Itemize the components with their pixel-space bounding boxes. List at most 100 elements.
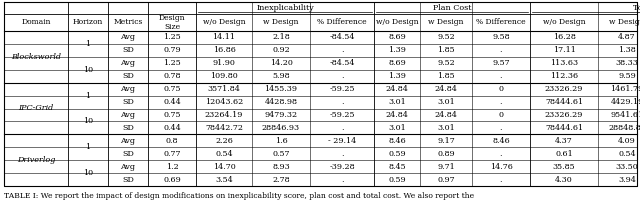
Text: 10: 10 [83,169,93,177]
Text: .: . [340,72,343,80]
Text: 1.25: 1.25 [163,59,181,67]
Text: 78444.61: 78444.61 [545,124,583,132]
Text: 16.86: 16.86 [212,46,236,54]
Text: SD: SD [122,150,134,158]
Text: 28846.93: 28846.93 [262,124,300,132]
Text: w Design: w Design [609,18,640,26]
Text: 14.20: 14.20 [269,59,292,67]
Text: 1: 1 [85,92,91,100]
Text: .: . [500,46,502,54]
Text: Avg: Avg [120,34,136,41]
Text: 0.75: 0.75 [163,85,180,93]
Text: .: . [340,46,343,54]
Text: 24.84: 24.84 [385,85,408,93]
Text: 1.38: 1.38 [618,46,636,54]
Text: % Difference: % Difference [476,18,526,26]
Text: 1.85: 1.85 [437,46,455,54]
Text: - 29.14: - 29.14 [328,137,356,145]
Text: 0.54: 0.54 [618,150,636,158]
Text: 3.01: 3.01 [437,98,455,106]
Text: 3571.84: 3571.84 [207,85,241,93]
Text: 1: 1 [85,40,91,48]
Text: Avg: Avg [120,111,136,119]
Text: 14.11: 14.11 [212,34,236,41]
Text: 0.54: 0.54 [215,150,233,158]
Text: 1.85: 1.85 [437,72,455,80]
Text: 14.76: 14.76 [490,163,513,171]
Text: -84.54: -84.54 [329,34,355,41]
Text: 1.2: 1.2 [166,163,179,171]
Text: 0.59: 0.59 [388,176,406,184]
Text: 4.37: 4.37 [555,137,573,145]
Text: 78444.61: 78444.61 [545,98,583,106]
Text: 23326.29: 23326.29 [545,85,583,93]
Text: SD: SD [122,98,134,106]
Text: .: . [500,98,502,106]
Text: -84.54: -84.54 [329,59,355,67]
Text: -59.25: -59.25 [329,85,355,93]
Text: Horizon: Horizon [73,18,103,26]
Text: 3.54: 3.54 [215,176,233,184]
Text: 9.71: 9.71 [437,163,455,171]
Text: 8.46: 8.46 [388,137,406,145]
Text: 2.78: 2.78 [272,176,290,184]
Text: .: . [340,98,343,106]
Text: 8.45: 8.45 [388,163,406,171]
Text: SD: SD [122,72,134,80]
Text: 4.30: 4.30 [555,176,573,184]
Text: 0.69: 0.69 [163,176,181,184]
Text: 9.58: 9.58 [492,34,510,41]
Text: w/o Design: w/o Design [543,18,586,26]
Text: 91.90: 91.90 [212,59,236,67]
Text: 0.78: 0.78 [163,72,180,80]
Text: 3.01: 3.01 [437,124,455,132]
Text: 1.39: 1.39 [388,72,406,80]
Text: 4428.98: 4428.98 [264,98,298,106]
Text: TABLE I: We report the impact of design modifications on inexplicability score, : TABLE I: We report the impact of design … [4,192,474,200]
Text: 0.89: 0.89 [437,150,455,158]
Text: .: . [500,176,502,184]
Text: 0.44: 0.44 [163,124,181,132]
Text: 0.75: 0.75 [163,111,180,119]
Text: .: . [500,150,502,158]
Text: SD: SD [122,46,134,54]
Text: 17.11: 17.11 [552,46,575,54]
Text: 0.59: 0.59 [388,150,406,158]
Text: w Design: w Design [263,18,299,26]
Text: .: . [340,150,343,158]
Text: 0.57: 0.57 [272,150,290,158]
Text: w Design: w Design [428,18,464,26]
Text: 24.84: 24.84 [435,85,458,93]
Text: 38.33: 38.33 [616,59,639,67]
Text: 1461.79: 1461.79 [611,85,640,93]
Text: 9.59: 9.59 [618,72,636,80]
Text: 8.93: 8.93 [272,163,290,171]
Text: 2.18: 2.18 [272,34,290,41]
Text: 10: 10 [83,66,93,74]
Text: 1455.39: 1455.39 [264,85,298,93]
Text: IPC-Grid: IPC-Grid [19,104,54,113]
Text: 33.50: 33.50 [616,163,638,171]
Text: 5.98: 5.98 [272,72,290,80]
Text: 4429.19: 4429.19 [611,98,640,106]
Text: Total Cost: Total Cost [632,4,640,12]
Text: 23264.19: 23264.19 [205,111,243,119]
Text: 16.28: 16.28 [552,34,575,41]
Text: w/o Design: w/o Design [376,18,419,26]
Text: Inexplicability: Inexplicability [256,4,314,12]
Text: 14.70: 14.70 [212,163,236,171]
Text: Plan Cost: Plan Cost [433,4,471,12]
Text: 3.01: 3.01 [388,98,406,106]
Text: 0: 0 [499,85,504,93]
Text: 24.84: 24.84 [385,111,408,119]
Text: 0.44: 0.44 [163,98,181,106]
Text: 0.92: 0.92 [272,46,290,54]
Text: w/o Design: w/o Design [203,18,245,26]
Text: 28848.86: 28848.86 [608,124,640,132]
Text: 9.52: 9.52 [437,34,455,41]
Text: 8.46: 8.46 [492,137,510,145]
Text: -59.25: -59.25 [329,111,355,119]
Text: 78442.72: 78442.72 [205,124,243,132]
Text: 2.26: 2.26 [215,137,233,145]
Text: 9.17: 9.17 [437,137,455,145]
